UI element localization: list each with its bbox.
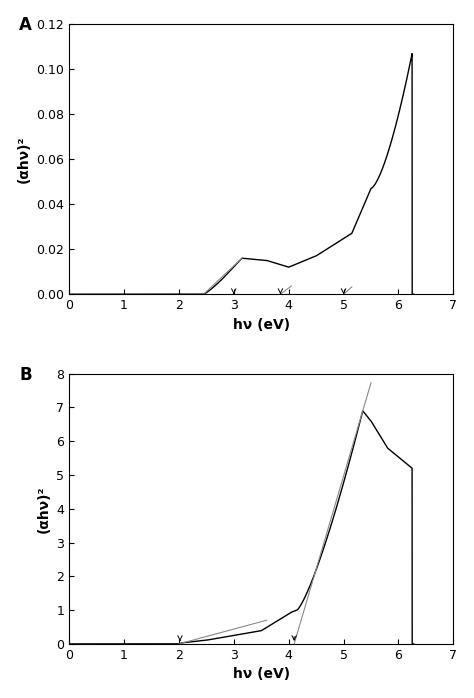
Text: B: B [19,366,32,384]
X-axis label: hν (eV): hν (eV) [233,667,290,681]
Y-axis label: (αhν)²: (αhν)² [36,485,51,533]
Text: A: A [19,16,32,34]
Y-axis label: (αhν)²: (αhν)² [17,135,31,183]
X-axis label: hν (eV): hν (eV) [233,318,290,332]
